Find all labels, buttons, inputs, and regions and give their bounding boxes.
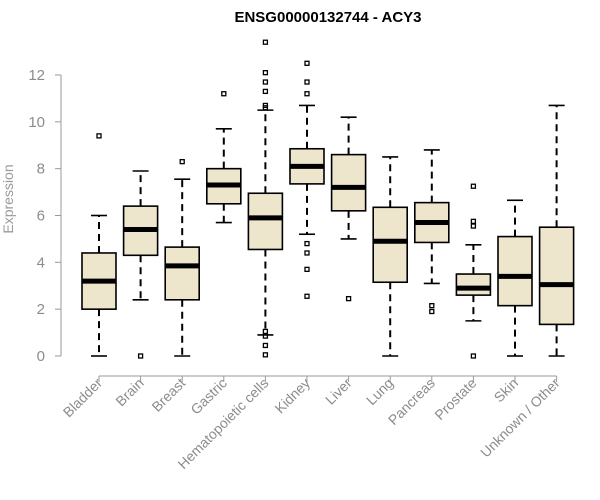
y-tick-label: 6: [37, 208, 45, 225]
box-breast: [164, 158, 200, 357]
outlier-point: [262, 342, 269, 349]
outlier-point: [470, 353, 477, 359]
x-tick-label: Prostate: [431, 375, 479, 423]
x-tick-label: Kidney: [272, 375, 314, 417]
outlier-point: [304, 79, 310, 85]
outlier-point: [262, 79, 269, 85]
box-bladder: [81, 133, 117, 357]
box-brain: [122, 170, 159, 359]
iqr-box: [497, 235, 533, 307]
outlier-point: [470, 183, 477, 189]
box-gastric: [206, 91, 242, 224]
x-tick-label: Breast: [148, 375, 188, 415]
iqr-box: [538, 226, 575, 326]
box-pancreas: [413, 149, 450, 315]
outlier-point: [304, 91, 310, 97]
y-tick-label: 10: [28, 114, 45, 131]
outlier-point: [470, 223, 477, 229]
box-kidney: [289, 60, 325, 299]
box-lung: [372, 156, 409, 357]
y-tick-label: 12: [28, 67, 45, 84]
outlier-point: [96, 133, 102, 139]
x-tick-label: Brain: [112, 375, 146, 409]
outlier-point: [429, 308, 435, 315]
box-unknown-other: [538, 104, 575, 357]
plot-area: [81, 39, 575, 359]
outlier-point: [137, 353, 144, 359]
iqr-box: [372, 206, 409, 284]
outlier-point: [262, 70, 269, 76]
outlier-point: [262, 352, 269, 358]
box-liver: [330, 116, 367, 302]
y-tick-label: 0: [37, 348, 45, 365]
box-hematopoietic-cells: [247, 39, 284, 358]
outlier-point: [470, 218, 477, 225]
outlier-point: [304, 240, 310, 247]
iqr-box: [455, 273, 492, 296]
box-prostate: [455, 183, 492, 359]
outlier-point: [304, 250, 310, 256]
outlier-point: [262, 88, 269, 95]
outlier-point: [304, 266, 310, 273]
y-tick-label: 2: [37, 301, 45, 318]
outlier-point: [429, 303, 435, 309]
iqr-box: [164, 246, 200, 301]
box-skin: [497, 199, 533, 357]
x-tick-label: Lung: [363, 375, 396, 408]
outlier-point: [262, 39, 269, 45]
y-axis-label: Expression: [0, 164, 16, 233]
outlier-point: [304, 293, 310, 299]
outlier-point: [262, 105, 269, 111]
y-tick-label: 8: [37, 161, 45, 178]
outlier-point: [221, 91, 227, 97]
outlier-point: [262, 333, 269, 339]
iqr-box: [330, 153, 367, 212]
iqr-box: [247, 192, 284, 251]
outlier-point: [345, 295, 352, 302]
x-tick-label: Skin: [491, 375, 522, 406]
x-tick-label: Liver: [322, 375, 355, 408]
outlier-point: [179, 158, 185, 165]
x-tick-label: Bladder: [60, 375, 106, 421]
x-tick-label: Unknown / Other: [477, 375, 563, 461]
chart-title: ENSG00000132744 - ACY3: [234, 9, 421, 26]
outlier-point: [262, 328, 269, 335]
y-tick-label: 4: [37, 254, 45, 271]
outlier-point: [304, 60, 310, 66]
